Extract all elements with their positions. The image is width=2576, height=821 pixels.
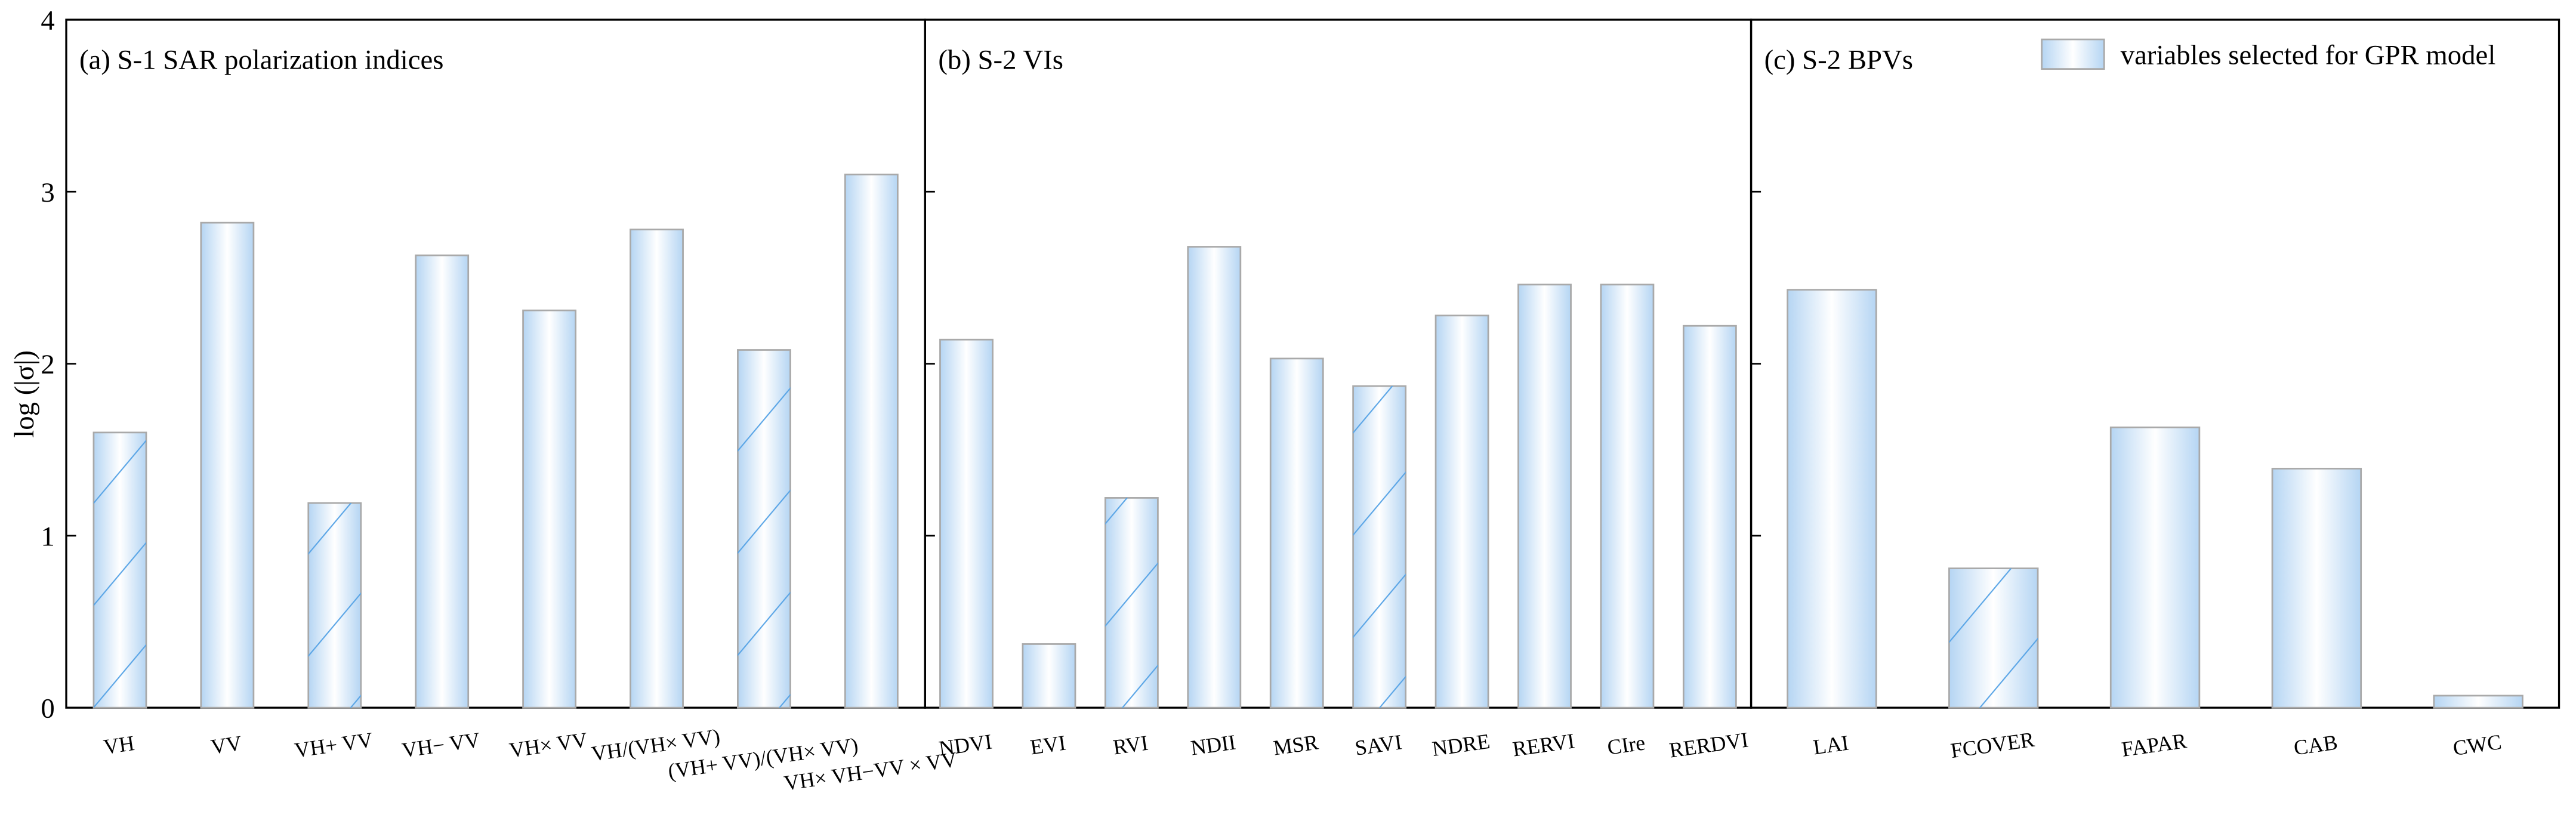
bar-group xyxy=(1682,325,1737,709)
bar xyxy=(630,229,684,709)
bar-group xyxy=(2109,426,2201,709)
bar xyxy=(522,309,577,709)
x-tick-label: RVI xyxy=(1112,731,1150,760)
bar-group xyxy=(1269,357,1324,709)
bar xyxy=(844,174,899,709)
panel-title: (b) S-2 VIs xyxy=(938,45,1063,76)
x-tick-label: EVI xyxy=(1029,731,1068,760)
x-tick-label: NDII xyxy=(1189,730,1237,760)
bar-group xyxy=(844,174,899,709)
x-tick-label: CWC xyxy=(2451,730,2503,760)
bar-group xyxy=(1600,283,1655,709)
bar xyxy=(939,338,994,709)
bar-hatch xyxy=(308,503,361,708)
bar-group xyxy=(939,338,994,709)
bar-hatch xyxy=(738,350,791,708)
bar-group xyxy=(1948,567,2039,709)
x-tick-label: NDRE xyxy=(1430,729,1491,761)
x-tick-label: MSR xyxy=(1272,730,1320,760)
x-tick-label: VH× VV xyxy=(508,728,589,763)
x-tick-label: VV xyxy=(209,731,243,759)
bar-hatch xyxy=(1105,498,1158,708)
bar-group xyxy=(522,309,577,709)
bar-group xyxy=(2433,695,2523,709)
bar-group xyxy=(200,221,255,709)
x-tick-label: NDVI xyxy=(937,730,994,761)
bar-group xyxy=(1104,497,1159,709)
legend-label: variables selected for GPR model xyxy=(2121,39,2496,70)
bar xyxy=(1517,283,1572,709)
y-tick-label: 0 xyxy=(41,693,54,724)
bar xyxy=(2433,695,2523,709)
x-tick-label: VH− VV xyxy=(400,728,482,763)
bar xyxy=(1787,289,1877,709)
y-tick-label: 3 xyxy=(41,177,54,208)
x-tick-label: FCOVER xyxy=(1949,727,2035,763)
bar-group xyxy=(1352,385,1407,709)
bar xyxy=(1022,643,1076,709)
panel-frame xyxy=(65,18,926,709)
bar-group xyxy=(307,502,362,709)
x-tick-label: CIre xyxy=(1606,730,1647,759)
bar xyxy=(1600,283,1655,709)
x-tick-label: VH+ VV xyxy=(293,728,374,763)
bar-hatch xyxy=(93,432,146,708)
bar xyxy=(2271,468,2362,709)
bar-group xyxy=(1787,289,1877,709)
bar xyxy=(1269,357,1324,709)
x-tick-label: VH xyxy=(102,731,136,759)
y-tick-label: 4 xyxy=(41,5,54,36)
x-tick-label: LAI xyxy=(1812,731,1850,760)
x-tick-label: SAVI xyxy=(1353,730,1403,760)
bar xyxy=(200,221,255,709)
bar xyxy=(1187,246,1242,709)
y-axis-label: log (|σ|) xyxy=(9,350,40,438)
bar-hatch xyxy=(1949,568,2038,708)
legend-swatch xyxy=(2041,38,2105,70)
x-tick-label: CAB xyxy=(2292,730,2339,760)
bar xyxy=(1682,325,1737,709)
bar xyxy=(415,254,470,709)
bar xyxy=(1434,314,1489,709)
bar-group xyxy=(92,431,147,709)
bar-group xyxy=(630,229,684,709)
x-tick-label: RERDVI xyxy=(1668,727,1750,762)
panel-title: (a) S-1 SAR polarization indices xyxy=(79,45,443,76)
bar-group xyxy=(737,349,791,709)
bar-group xyxy=(415,254,470,709)
y-tick-label: 1 xyxy=(41,521,54,552)
x-tick-label: FAPAR xyxy=(2120,729,2188,761)
bar-group xyxy=(1187,246,1242,709)
bar-group xyxy=(1022,643,1076,709)
bar-hatch xyxy=(1353,386,1406,708)
panel-title: (c) S-2 BPVs xyxy=(1764,45,1913,76)
bar xyxy=(2109,426,2201,709)
bar-group xyxy=(1434,314,1489,709)
y-tick-label: 2 xyxy=(41,349,54,380)
bar-group xyxy=(1517,283,1572,709)
bar-group xyxy=(2271,468,2362,709)
x-tick-label: RERVI xyxy=(1511,729,1576,761)
